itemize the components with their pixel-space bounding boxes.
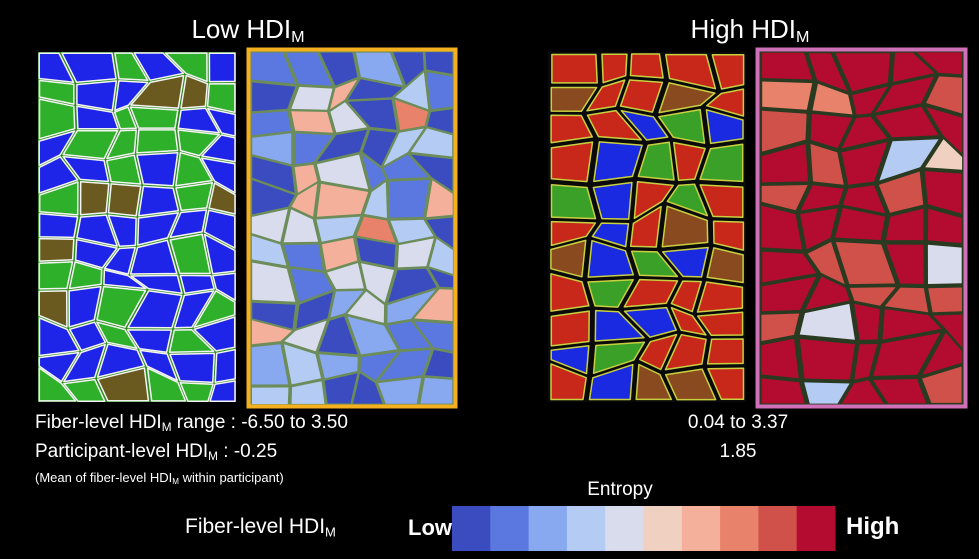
fiber-cell	[928, 288, 962, 313]
fiber-cell	[427, 72, 453, 109]
fiber-cell	[928, 245, 962, 284]
fiber-cell	[708, 339, 744, 364]
colorbar-step	[797, 506, 836, 551]
label-suffix: :	[218, 441, 234, 462]
title-text: Low HDI	[191, 14, 291, 44]
fiber-cell	[131, 107, 178, 128]
note-text: (Mean of fiber-level HDI	[35, 470, 172, 485]
fiber-cell	[40, 214, 78, 238]
fiber-cell	[139, 186, 179, 215]
label-suffix: range :	[172, 412, 242, 433]
fiber-cell	[81, 182, 109, 215]
colorbar-step	[490, 506, 529, 551]
fiber-cell	[551, 142, 592, 182]
fiber-cell	[551, 311, 589, 346]
panel-title: High HDIM	[650, 16, 850, 45]
note-sub: M	[172, 477, 179, 486]
fiber-cell	[208, 84, 235, 113]
colorbar-step	[529, 506, 568, 551]
fiber-cell	[39, 262, 72, 289]
fiber-cell	[800, 339, 855, 380]
colorbar-step	[720, 506, 759, 551]
fiber-row: Fiber-level HDIM range : -6.50 to 3.50	[35, 413, 348, 434]
value: 0.04 to 3.37	[638, 413, 838, 432]
note: (Mean of fiber-level HDIM within partici…	[35, 471, 284, 486]
label-sub: M	[208, 450, 218, 463]
figure: Low HDIM High HDIM Fiber-level HDIM rang…	[0, 0, 979, 559]
fiber-cell	[77, 81, 116, 110]
fiber-cell	[762, 82, 812, 110]
legend-high: High	[846, 515, 899, 539]
label: Participant-level HDI	[35, 441, 208, 462]
colorbar-step	[567, 506, 606, 551]
label-sub: M	[162, 421, 172, 434]
legend-label: Fiber-level HDIM	[185, 516, 336, 538]
fiber-cell	[762, 53, 812, 80]
value: 1.85	[638, 442, 838, 461]
value: -6.50 to 3.50	[241, 412, 348, 433]
title-sub: M	[291, 28, 304, 46]
fiber-cell	[389, 180, 429, 218]
legend-low: Low	[408, 517, 452, 539]
fiber-cell	[137, 153, 178, 186]
colorbar-step	[682, 506, 721, 551]
title-sub: M	[796, 28, 809, 46]
fiber-cell	[215, 350, 235, 383]
colorbar-step	[644, 506, 683, 551]
fiber-cell	[631, 54, 664, 78]
legend-title: Entropy	[560, 480, 680, 499]
fiber-cell	[420, 378, 452, 404]
colorbar-step	[452, 506, 491, 551]
value: -0.25	[234, 441, 277, 462]
label: Fiber-level HDI	[185, 515, 325, 538]
colorbar-step	[758, 506, 797, 551]
label: Fiber-level HDI	[35, 412, 162, 433]
label-sub: M	[325, 524, 336, 539]
fiber-cell	[209, 53, 235, 81]
title-text: High HDI	[691, 14, 796, 44]
fiber-cell	[40, 239, 74, 262]
fiber-cell	[291, 111, 333, 133]
panel-title: Low HDIM	[148, 16, 348, 45]
note-suffix: within participant)	[179, 470, 284, 485]
fiber-cell	[137, 130, 178, 153]
participant-row: Participant-level HDIM : -0.25	[35, 442, 277, 463]
fiber-cell	[552, 55, 597, 83]
fiber-cell	[109, 184, 141, 216]
fiber-cell	[107, 155, 141, 184]
colorbar-step	[605, 506, 644, 551]
fiber-cell	[761, 339, 798, 379]
fiber-cell	[707, 248, 743, 283]
fiber-cell	[176, 183, 212, 211]
fiber-cell	[252, 388, 288, 405]
